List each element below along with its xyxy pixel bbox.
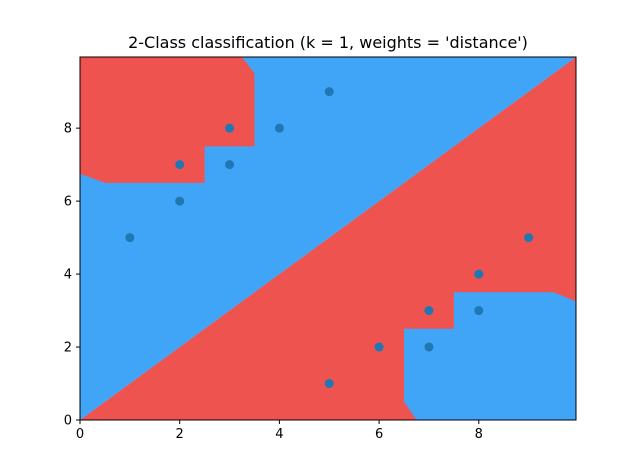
- axes: 0 2 4 6 8 0 2 4 6 8: [64, 56, 577, 442]
- data-point-5: [274, 123, 284, 133]
- data-point-6: [324, 87, 334, 97]
- y-tick-label-0: 0: [64, 414, 72, 429]
- data-point-8: [374, 342, 384, 352]
- data-points: [125, 87, 534, 389]
- data-point-3: [225, 160, 235, 170]
- data-point-13: [524, 233, 534, 243]
- data-point-11: [474, 306, 484, 316]
- region-red-3: [80, 57, 255, 183]
- x-tick-label-1: 2: [176, 427, 184, 442]
- data-point-9: [424, 342, 434, 352]
- y-tick-label-3: 6: [64, 195, 72, 210]
- plot-frame: [79, 56, 577, 421]
- y-tick-label-1: 2: [64, 341, 72, 356]
- y-tick-label-2: 4: [64, 268, 72, 283]
- data-point-7: [324, 379, 334, 389]
- decision-regions: [80, 57, 576, 420]
- data-point-0: [125, 233, 135, 243]
- y-tick-label-4: 8: [64, 122, 72, 137]
- x-tick-label-3: 6: [375, 427, 383, 442]
- x-tick-label-2: 4: [275, 427, 283, 442]
- data-point-10: [424, 306, 434, 316]
- data-point-2: [175, 160, 185, 170]
- x-tick-label-4: 8: [475, 427, 483, 442]
- x-tick-label-0: 0: [76, 427, 84, 442]
- data-point-4: [225, 123, 235, 133]
- chart-title: 2-Class classification (k = 1, weights =…: [128, 33, 528, 52]
- data-point-12: [474, 269, 484, 279]
- data-point-1: [175, 196, 185, 206]
